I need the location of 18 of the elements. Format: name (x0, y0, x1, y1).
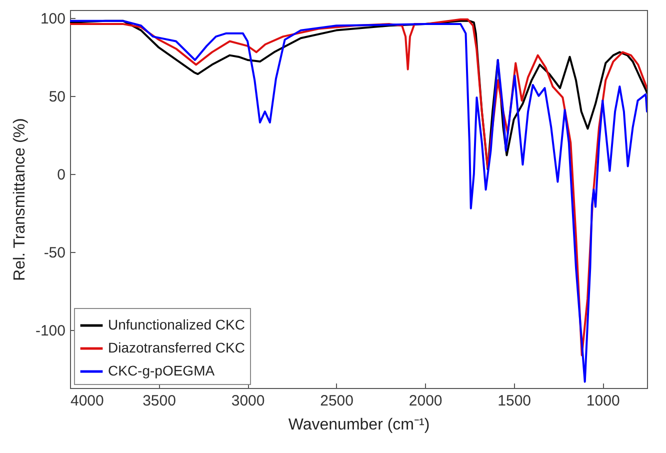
x-tick-label: 4000 (70, 392, 104, 410)
x-tick-label: 2000 (408, 392, 442, 410)
y-tick-label: 100 (40, 10, 66, 28)
y-tick-label: -100 (35, 322, 66, 340)
x-tick-label: 3000 (231, 392, 265, 410)
legend-label: Unfunctionalized CKC (108, 316, 245, 332)
x-tick-label: 2500 (320, 392, 354, 410)
legend-label: CKC-g-pOEGMA (108, 362, 216, 378)
y-tick-label: -50 (44, 244, 66, 262)
x-tick-label: 1500 (498, 392, 532, 410)
line-series (70, 20, 647, 170)
y-axis-title: Rel. Transmittance (%) (11, 118, 28, 281)
x-tick-label: 3500 (142, 392, 176, 410)
x-axis-title: Wavenumber (cm⁻¹) (288, 416, 430, 434)
y-tick-label: 50 (48, 88, 66, 106)
legend-label: Diazotransferred CKC (108, 340, 245, 356)
x-tick-label: 1000 (586, 392, 620, 410)
y-tick-label: 0 (57, 166, 66, 184)
